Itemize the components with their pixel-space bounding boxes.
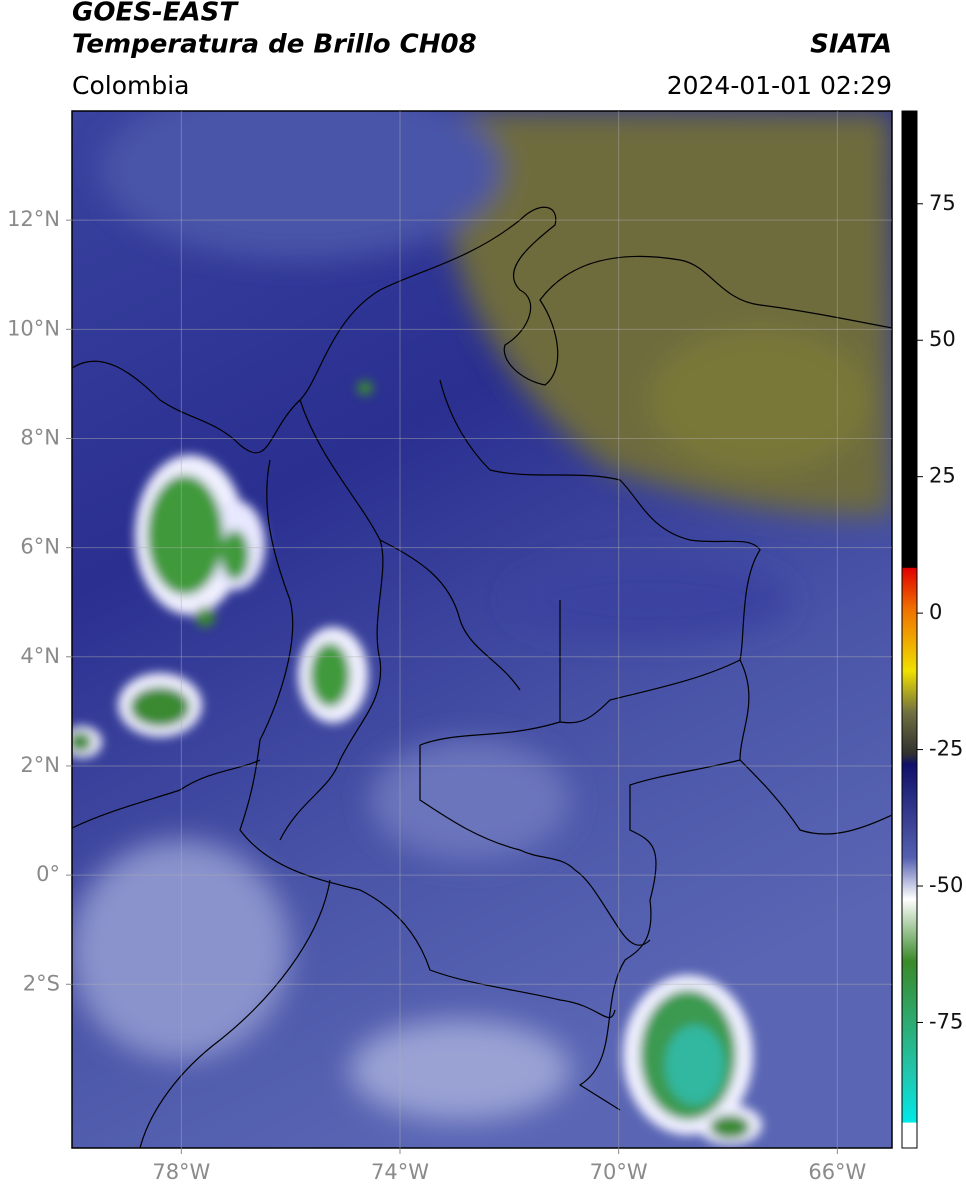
colorbar-tick-label: -75	[929, 1009, 963, 1033]
colorbar-tick-label: 50	[929, 327, 956, 351]
colorbar-tick-label: 75	[929, 191, 956, 215]
title-line2: Temperatura de Brillo CH08	[72, 30, 477, 60]
y-tick-label: 10°N	[7, 316, 60, 340]
y-tick-label: 2°S	[23, 971, 60, 995]
map-frame	[71, 110, 893, 1149]
y-tick-label: 2°N	[20, 753, 60, 777]
x-tick-label: 74°W	[371, 1160, 429, 1184]
y-tick-label: 6°N	[20, 535, 60, 559]
region: Colombia	[72, 71, 189, 100]
datetime: 2024-01-01 02:29	[667, 71, 892, 100]
y-tick-label: 12°N	[7, 207, 60, 231]
y-tick-label: 8°N	[20, 425, 60, 449]
x-tick-label: 66°W	[808, 1160, 866, 1184]
source: SIATA	[810, 30, 892, 60]
colorbar-tick-label: -25	[929, 737, 963, 761]
colorbar	[901, 110, 918, 1149]
y-tick-label: 4°N	[20, 644, 60, 668]
colorbar-tick-label: -50	[929, 873, 963, 897]
colorbar-tick-label: 0	[929, 600, 942, 624]
x-tick-label: 70°W	[590, 1160, 648, 1184]
colorbar-tick-label: 25	[929, 464, 956, 488]
borders	[72, 206, 892, 1148]
x-tick-label: 78°W	[152, 1160, 210, 1184]
satellite-image	[72, 111, 892, 1148]
title-line1: GOES-EAST	[72, 0, 239, 28]
y-tick-label: 0°	[36, 862, 60, 886]
